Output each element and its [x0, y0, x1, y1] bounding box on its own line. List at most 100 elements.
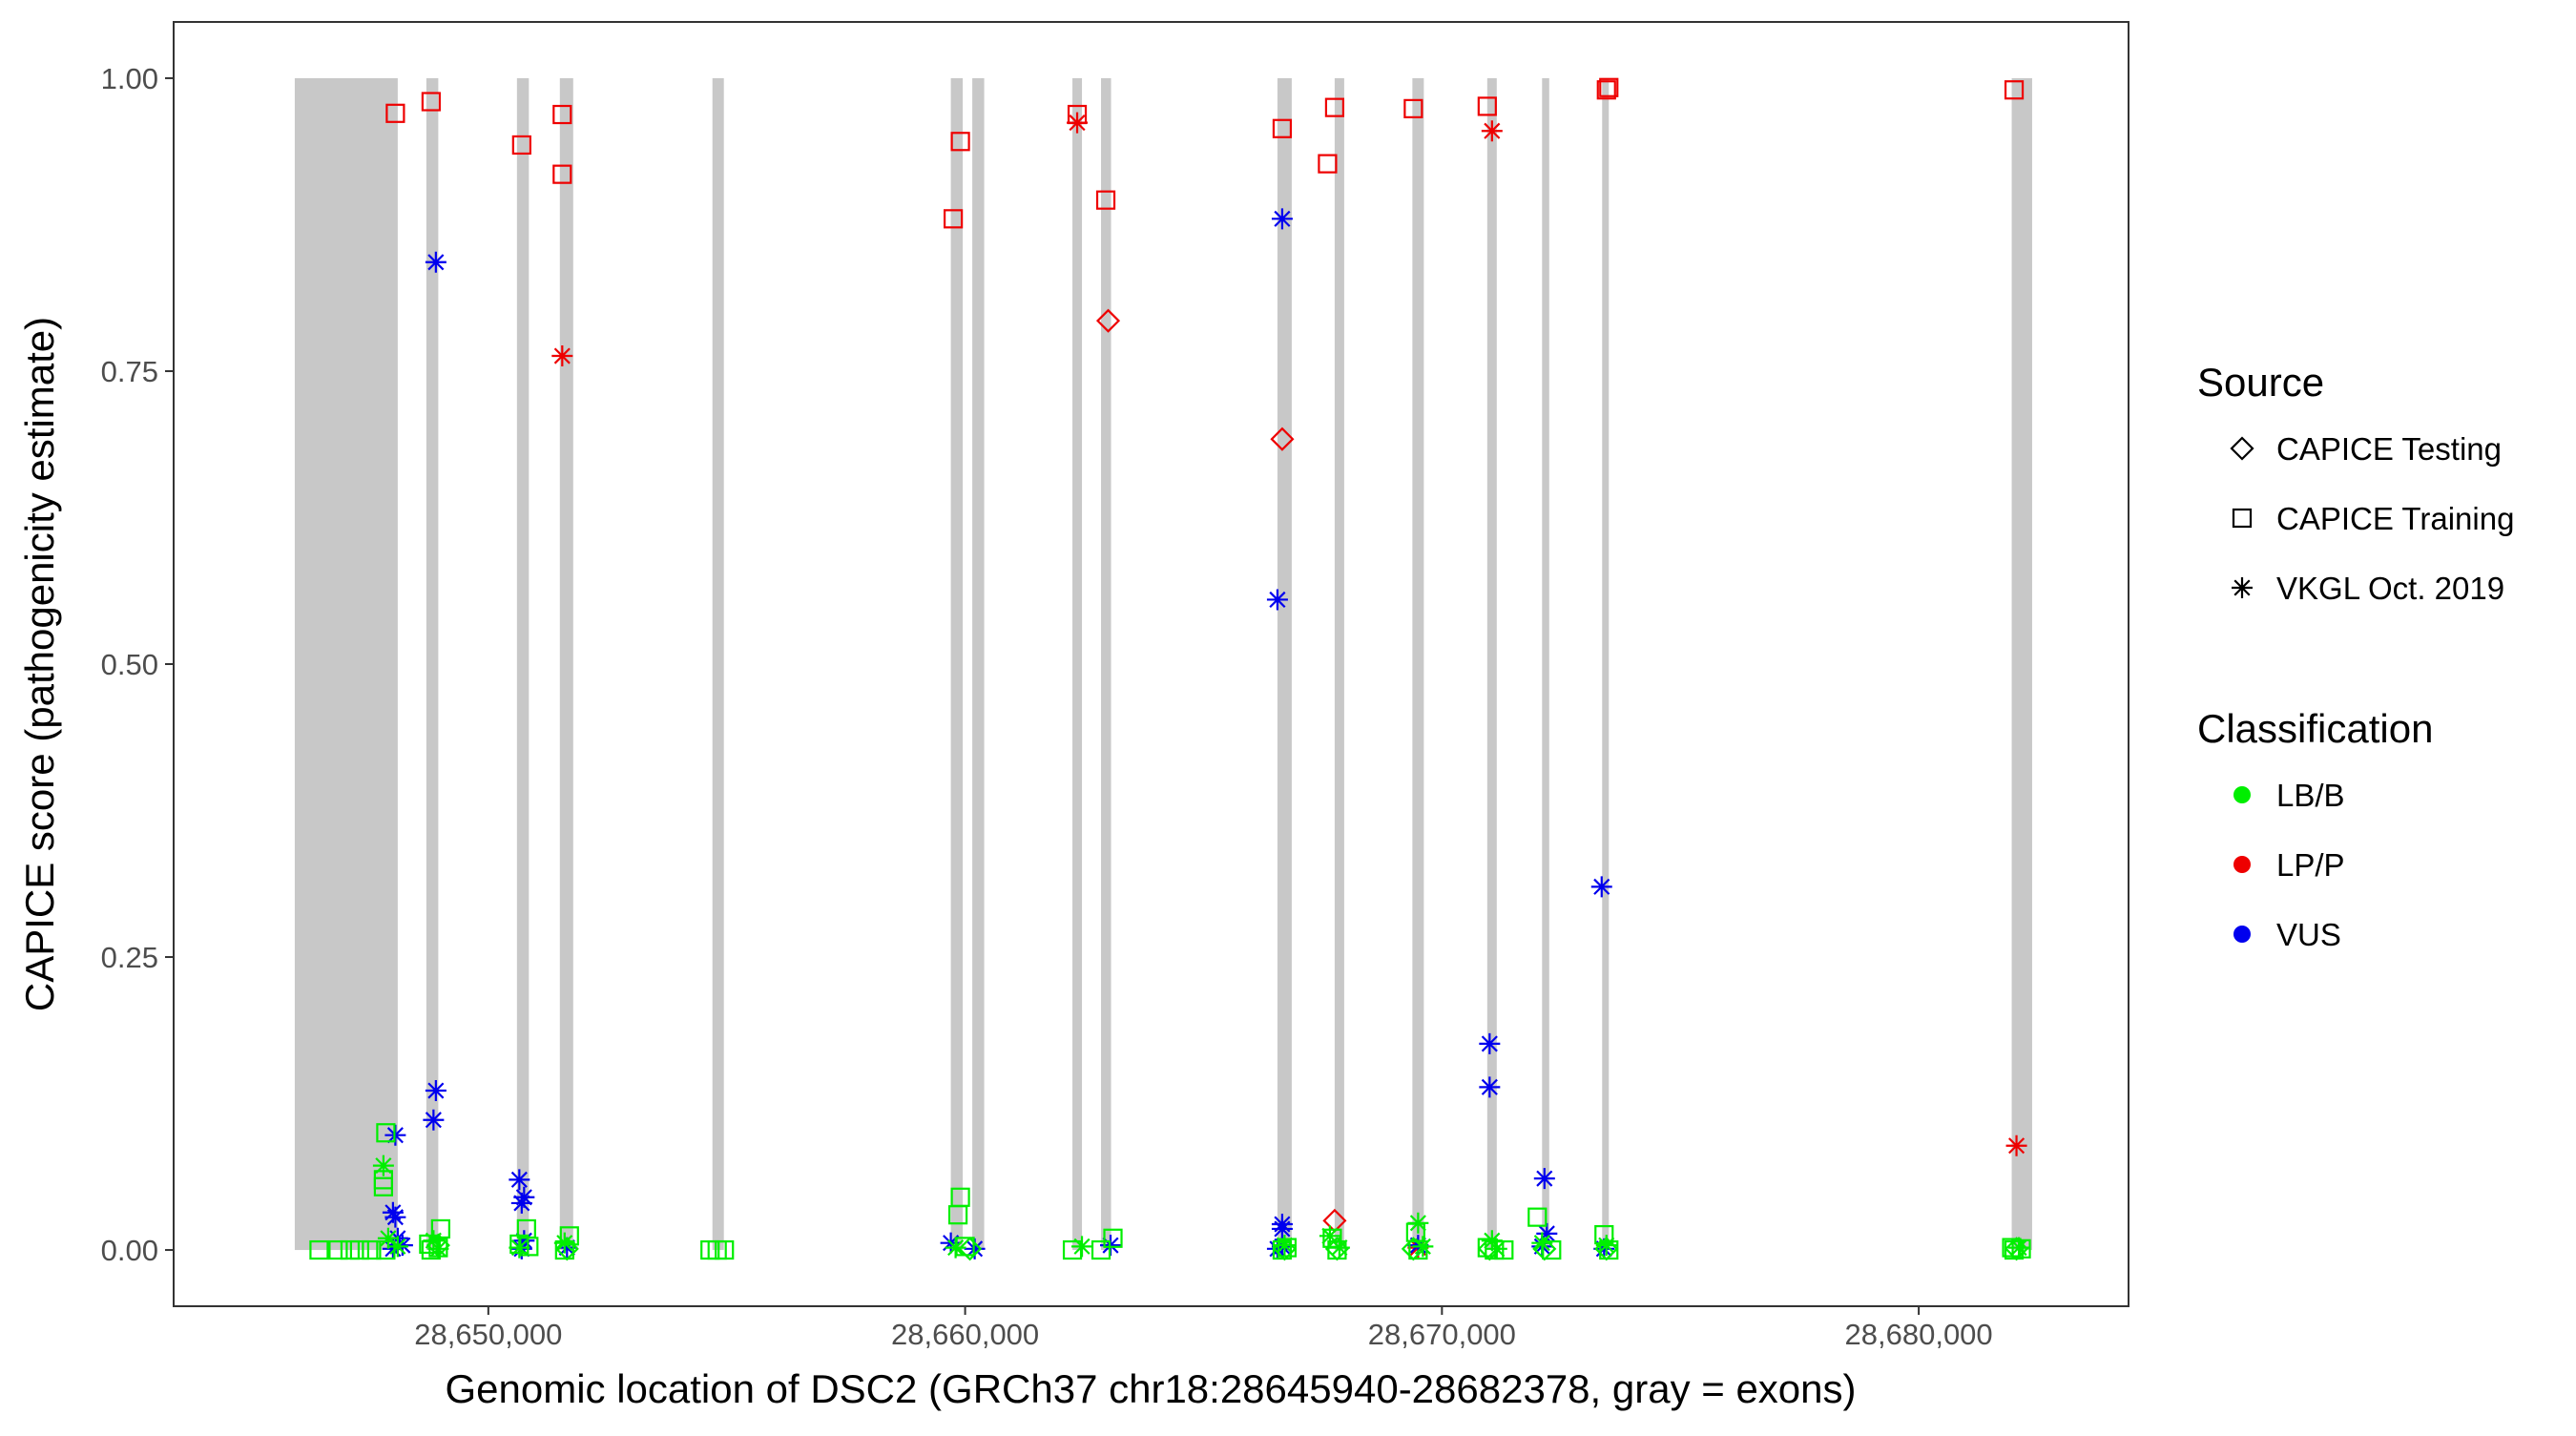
legend-source-label: CAPICE Testing [2276, 431, 2502, 467]
data-point [945, 1237, 966, 1259]
data-point [2011, 1238, 2031, 1259]
data-point [1477, 1237, 1502, 1261]
exon-band [294, 77, 398, 1251]
y-axis: 0.00 0.25 0.50 0.75 1.00 [101, 62, 174, 1267]
data-point [349, 1239, 370, 1260]
exon-band [1486, 77, 1497, 1251]
data-point [552, 164, 572, 184]
data-point [423, 1109, 445, 1131]
legend-source-label: CAPICE Training [2276, 501, 2514, 536]
data-point [1485, 1238, 1507, 1259]
data-point [944, 209, 964, 229]
data-point [1594, 1237, 1619, 1261]
data-point [553, 1232, 575, 1254]
data-point [509, 1169, 530, 1191]
data-point [1095, 190, 1116, 210]
data-point [715, 1239, 735, 1260]
data-point [1531, 1232, 1553, 1254]
data-point [421, 92, 441, 112]
data-point [1407, 1235, 1429, 1257]
data-point [1533, 1168, 1555, 1190]
data-point [1595, 1235, 1617, 1257]
data-point [1324, 97, 1345, 117]
data-point [376, 1123, 396, 1143]
data-point [1328, 1237, 1350, 1259]
data-point [513, 1230, 535, 1252]
data-point [1318, 154, 1338, 174]
legend-classification-label: VUS [2276, 917, 2341, 952]
data-point [1407, 1212, 1429, 1234]
data-point [382, 1238, 404, 1259]
exon-bands [294, 77, 2032, 1251]
exon-band [1072, 77, 1083, 1251]
legend: Source CAPICE Testing CAPICE Training VKGL… [2197, 360, 2514, 952]
data-point [362, 1239, 382, 1260]
y-tick-label: 0.00 [101, 1234, 158, 1267]
legend-source-key [2232, 508, 2253, 529]
data-point [1479, 1076, 1501, 1098]
data-points [309, 77, 2031, 1261]
data-point [1527, 1207, 1548, 1227]
data-point [2004, 80, 2025, 100]
legend-classification-items: LB/B LP/P VUS [2233, 778, 2345, 952]
x-tick-label: 28,670,000 [1368, 1318, 1516, 1351]
data-point [1095, 308, 1121, 333]
data-point [1401, 1237, 1425, 1261]
data-point [958, 1237, 983, 1261]
legend-source-key [2232, 577, 2253, 598]
data-point [556, 1237, 578, 1259]
data-point [1272, 118, 1293, 138]
y-tick-label: 0.75 [101, 355, 158, 388]
exon-band [972, 77, 985, 1251]
data-point [554, 1237, 579, 1261]
data-point [426, 1233, 450, 1258]
data-point [1532, 1237, 1557, 1261]
data-point [328, 1239, 348, 1260]
exon-band [2011, 77, 2032, 1251]
data-point [386, 1236, 408, 1258]
data-point [377, 1227, 399, 1249]
exon-band [1412, 77, 1424, 1251]
data-point [1536, 1222, 1558, 1244]
exon-band [1602, 77, 1610, 1251]
legend-classification-label: LB/B [2276, 778, 2345, 813]
data-point [1274, 1235, 1296, 1257]
data-point [1071, 1236, 1093, 1258]
data-point [1271, 208, 1293, 230]
data-point [552, 104, 572, 125]
legend-source-key [2230, 436, 2254, 461]
data-point [1272, 1237, 1297, 1261]
data-point [2005, 1134, 2027, 1156]
exon-band [426, 77, 439, 1251]
legend-classification-label: LP/P [2276, 847, 2345, 883]
data-point [427, 1238, 449, 1259]
data-point [1319, 1225, 1340, 1247]
data-point [1590, 876, 1612, 898]
y-axis-title: CAPICE score (pathogenicity estimate) [17, 317, 62, 1011]
data-point [551, 345, 573, 367]
data-point [950, 132, 970, 152]
data-point [2005, 1237, 2029, 1261]
exon-band [516, 77, 530, 1251]
x-tick-label: 28,650,000 [414, 1318, 562, 1351]
data-point [1479, 1032, 1501, 1054]
data-point [1103, 1228, 1123, 1248]
data-point [373, 1176, 393, 1197]
y-tick-label: 0.50 [101, 648, 158, 681]
data-point [1270, 427, 1295, 451]
data-point [309, 1239, 329, 1260]
data-point [2008, 1237, 2030, 1259]
exon-band [559, 77, 573, 1251]
exon-band [1542, 77, 1549, 1251]
x-tick-label: 28,680,000 [1845, 1318, 1993, 1351]
legend-source-items: CAPICE Testing CAPICE Training VKGL Oct. 2… [2230, 431, 2514, 606]
data-point [425, 1080, 447, 1102]
data-point [511, 135, 531, 156]
data-point [425, 251, 447, 273]
exon-band [712, 77, 724, 1251]
y-tick-label: 0.25 [101, 941, 158, 974]
y-tick-label: 1.00 [101, 62, 158, 95]
data-point [513, 1186, 535, 1208]
